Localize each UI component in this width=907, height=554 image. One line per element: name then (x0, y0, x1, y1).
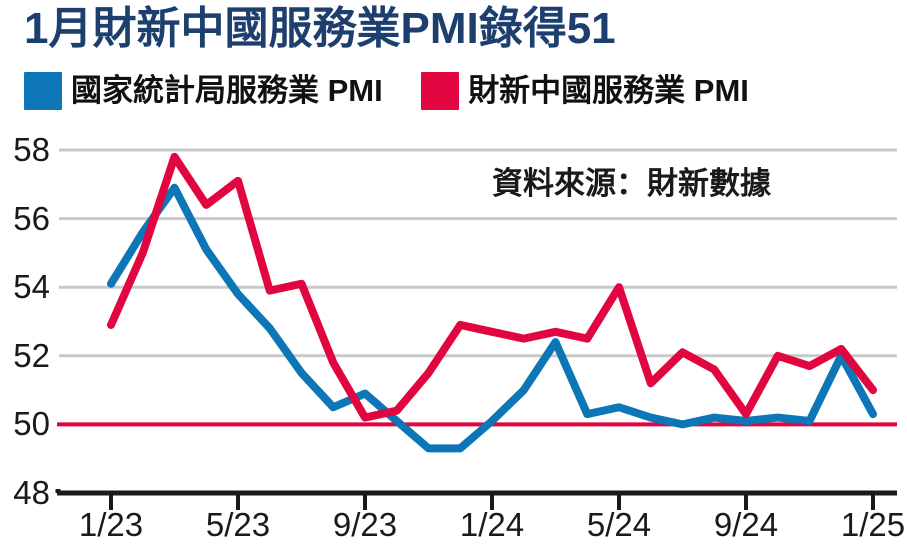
series-line-official (107, 183, 877, 453)
series-line-caixin (107, 152, 877, 422)
legend-item-official: 國家統計局服務業 PMI (24, 72, 383, 114)
x-tick-label-1-25: 1/25 (840, 506, 906, 543)
legend-label-caixin: 財新中國服務業 PMI (468, 73, 749, 108)
axis-lines (55, 489, 897, 510)
x-tick-label-5-23: 5/23 (205, 506, 271, 543)
data-series-group (107, 152, 877, 453)
legend-item-caixin: 財新中國服務業 PMI (421, 72, 749, 114)
y-tick-label-52: 52 (13, 336, 50, 374)
x-tick-label-9-24: 9/24 (713, 506, 779, 543)
page-title: 1月財新中國服務業PMI錄得51 (24, 4, 616, 53)
legend-label-official: 國家統計局服務業 PMI (71, 73, 383, 108)
x-tick-label-1-23: 1/23 (78, 506, 144, 543)
legend-swatch-official (24, 72, 62, 110)
source-annotation: 資料來源：財新數據 (492, 166, 771, 201)
y-tick-label-50: 50 (13, 405, 50, 443)
y-tick-label-48: 48 (13, 474, 50, 511)
legend-swatch-caixin (421, 72, 460, 110)
y-tick-label-54: 54 (13, 268, 50, 306)
y-tick-label-56: 56 (13, 199, 50, 237)
chart-legend: 國家統計局服務業 PMI 財新中國服務業 PMI (24, 72, 749, 114)
y-tick-label-58: 58 (13, 131, 50, 168)
x-tick-label-5-24: 5/24 (586, 506, 652, 543)
x-tick-label-1-24: 1/24 (459, 506, 525, 543)
gridlines (59, 148, 897, 358)
x-tick-label-9-23: 9/23 (332, 506, 398, 543)
